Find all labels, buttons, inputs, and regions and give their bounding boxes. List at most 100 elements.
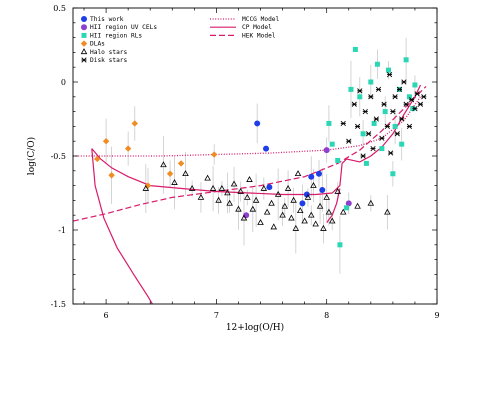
model-curves: [72, 84, 427, 305]
data-point: [257, 218, 264, 225]
data-point: [351, 101, 357, 107]
x-axis-label: 12+log(O/H): [226, 322, 284, 333]
legend-entry-label: DLAs: [90, 41, 105, 48]
data-point: [263, 208, 271, 215]
data-point: [215, 196, 222, 203]
data-point: [108, 172, 115, 179]
data-point: [182, 170, 189, 177]
data-point: [344, 205, 350, 211]
data-point: [124, 145, 132, 152]
data-point: [288, 214, 295, 221]
data-point: [334, 187, 342, 194]
data-point: [379, 135, 385, 141]
plot-frame: [72, 7, 438, 305]
data-point: [360, 153, 366, 159]
data-point: [252, 196, 260, 203]
data-point: [224, 189, 231, 196]
data-point: [403, 57, 409, 63]
data-point: [370, 145, 376, 152]
data-point: [299, 200, 306, 207]
data-point: [315, 170, 322, 177]
model-curve-dotted: [73, 96, 422, 157]
legend-model-label: MCCG Model: [242, 16, 280, 23]
data-point: [210, 151, 218, 158]
data-point: [363, 160, 369, 166]
y-tick-label: 0: [61, 78, 66, 87]
data-point: [307, 211, 315, 218]
data-point: [352, 46, 358, 52]
data-point: [329, 141, 335, 147]
data-point: [382, 109, 388, 115]
legend-entry-label: Disk stars: [90, 57, 128, 64]
data-point: [379, 146, 385, 152]
data-point: [160, 161, 167, 168]
data-point: [94, 155, 101, 163]
y-axis-label: log(C/O): [26, 137, 37, 175]
data-point: [421, 94, 427, 100]
data-point: [254, 120, 261, 127]
data-point: [346, 138, 352, 144]
data-point: [177, 160, 185, 167]
data-point: [296, 207, 304, 214]
data-point: [414, 91, 420, 97]
data-point: [260, 184, 268, 191]
data-point: [266, 184, 273, 191]
data-point: [316, 202, 324, 209]
data-point: [406, 123, 413, 130]
data-point: [367, 199, 375, 206]
data-point: [374, 61, 380, 67]
data-point: [401, 79, 407, 85]
data-point: [80, 40, 88, 47]
data-point: [326, 120, 332, 126]
data-point: [340, 120, 346, 127]
data-point: [357, 94, 363, 100]
data-point: [323, 147, 330, 154]
data-point: [325, 208, 333, 215]
data-point: [345, 200, 352, 207]
data-point: [409, 97, 415, 103]
y-tick-label: -1: [58, 226, 66, 235]
data-point: [312, 220, 319, 227]
data-point: [131, 120, 138, 127]
data-point: [279, 211, 286, 218]
data-point: [412, 82, 418, 88]
data-point: [337, 242, 343, 248]
data-point: [274, 190, 282, 197]
data-point: [197, 193, 205, 200]
data-point: [323, 193, 330, 200]
data-point: [310, 181, 317, 188]
data-point: [81, 16, 87, 22]
data-point: [339, 208, 347, 215]
x-tick-label: 7: [214, 311, 219, 320]
data-point: [381, 101, 387, 107]
data-points: [80, 16, 427, 248]
data-point: [399, 141, 405, 147]
x-tick-label: 6: [104, 311, 109, 320]
data-point: [235, 205, 242, 212]
data-point: [396, 86, 403, 93]
data-point: [365, 131, 372, 137]
model-curve-solid: [91, 148, 153, 305]
legend-model-label: HEK Model: [242, 32, 276, 39]
data-point: [417, 101, 424, 107]
data-point: [237, 187, 244, 194]
data-point: [218, 184, 226, 191]
data-point: [368, 94, 374, 100]
data-point: [171, 179, 178, 185]
data-point: [412, 106, 418, 112]
data-point: [360, 131, 366, 137]
data-point: [368, 79, 374, 85]
data-point: [399, 116, 405, 122]
data-point: [81, 57, 87, 63]
data-point: [142, 184, 150, 191]
data-point: [384, 208, 391, 215]
data-point: [270, 223, 278, 230]
data-point: [102, 138, 110, 145]
data-point: [390, 171, 396, 177]
data-point: [354, 202, 361, 209]
data-point: [292, 224, 300, 231]
data-point: [284, 184, 292, 191]
legend-entry-label: HII region UV CELs: [90, 24, 157, 31]
